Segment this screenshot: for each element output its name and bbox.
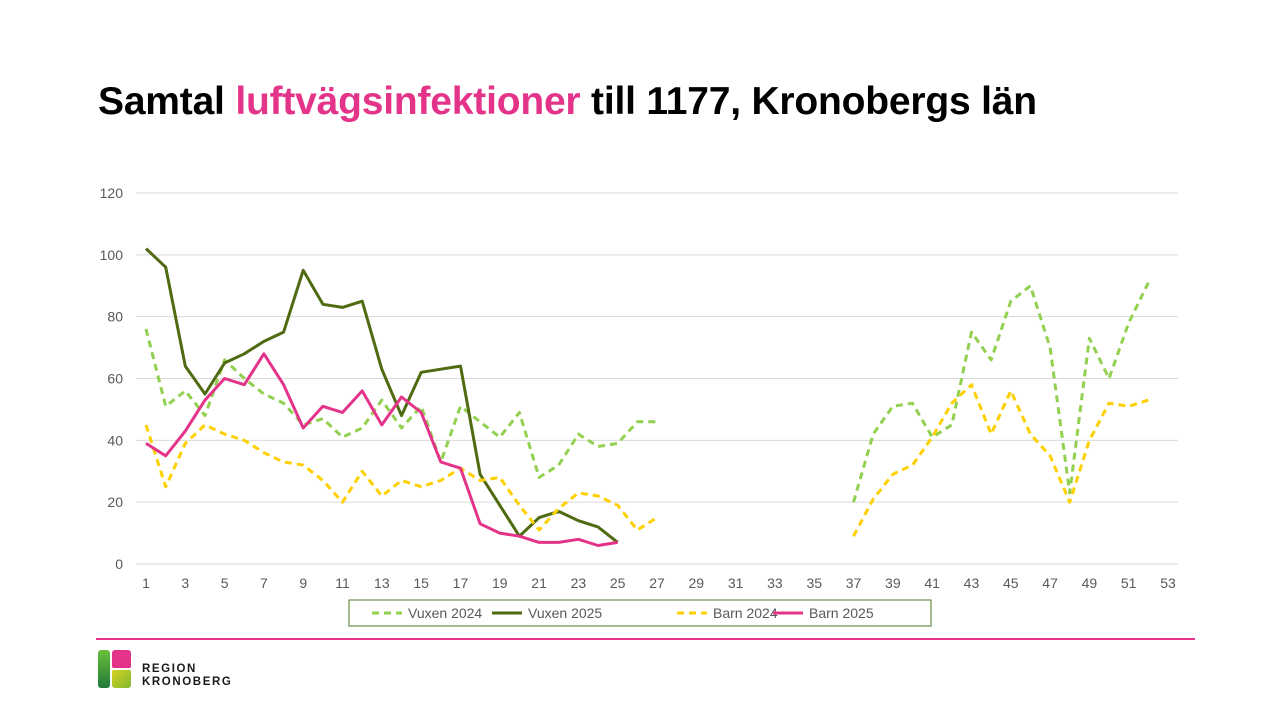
y-tick-label: 80 xyxy=(107,309,123,325)
legend-label-vuxen-2024: Vuxen 2024 xyxy=(408,605,482,621)
x-tick-label: 33 xyxy=(767,575,783,591)
x-tick-label: 39 xyxy=(885,575,901,591)
y-tick-label: 40 xyxy=(107,432,123,448)
x-tick-label: 27 xyxy=(649,575,665,591)
y-tick-label: 0 xyxy=(115,556,123,572)
x-axis-tick-labels: 1 3 5 7 9 11 13 15 17 19 21 23 25 27 29 31 33 35 37 39 41 43 4… xyxy=(142,575,1176,591)
title-part-2: till 1177, Kronobergs län xyxy=(580,80,1037,123)
logo-line-1: REGION xyxy=(142,663,197,675)
legend-box xyxy=(348,599,932,627)
x-tick-label: 21 xyxy=(531,575,547,591)
x-tick-label: 31 xyxy=(728,575,744,591)
x-tick-label: 13 xyxy=(374,575,390,591)
legend-label-vuxen-2025: Vuxen 2025 xyxy=(528,605,602,621)
x-tick-label: 29 xyxy=(689,575,705,591)
x-tick-label: 49 xyxy=(1082,575,1098,591)
y-axis-tick-labels: 0 20 40 60 80 100 120 xyxy=(100,185,124,572)
x-tick-label: 1 xyxy=(142,575,150,591)
footer-divider xyxy=(96,638,1195,640)
logo-line-2: KRONOBERG xyxy=(142,676,233,688)
x-tick-label: 23 xyxy=(571,575,587,591)
series-line-barn-2025 xyxy=(145,352,618,547)
x-tick-label: 53 xyxy=(1160,575,1176,591)
x-tick-label: 45 xyxy=(1003,575,1019,591)
series-lines xyxy=(144,247,1150,547)
region-kronoberg-logo-icon xyxy=(98,650,131,688)
x-tick-label: 51 xyxy=(1121,575,1137,591)
series-line-vuxen-2025 xyxy=(144,247,619,544)
x-tick-label: 11 xyxy=(335,575,350,591)
x-tick-label: 37 xyxy=(846,575,862,591)
x-tick-label: 47 xyxy=(1042,575,1058,591)
y-tick-label: 120 xyxy=(100,185,124,201)
grid-lines xyxy=(136,192,1178,565)
legend-label-barn-2024: Barn 2024 xyxy=(713,605,778,621)
logo-text: REGION KRONOBERG xyxy=(142,663,232,689)
series-line-barn-2024 xyxy=(144,423,658,532)
x-tick-label: 15 xyxy=(413,575,429,591)
y-tick-label: 20 xyxy=(107,494,123,510)
x-tick-label: 5 xyxy=(221,575,229,591)
x-tick-label: 35 xyxy=(806,575,822,591)
x-tick-label: 43 xyxy=(964,575,980,591)
x-tick-label: 3 xyxy=(181,575,189,591)
series-line-vuxen-2024 xyxy=(852,282,1150,503)
x-tick-label: 19 xyxy=(492,575,508,591)
legend-label-barn-2025: Barn 2025 xyxy=(809,605,874,621)
series-line-barn-2024 xyxy=(852,383,1149,537)
x-tick-label: 41 xyxy=(924,575,940,591)
title-part-1: Samtal xyxy=(98,80,236,123)
y-tick-label: 60 xyxy=(107,371,123,387)
x-tick-label: 7 xyxy=(260,575,268,591)
series-line-vuxen-2024 xyxy=(144,328,657,479)
title-highlight: luftvägsinfektioner xyxy=(235,80,581,123)
page-title: Samtal luftvägsinfektioner till 1177, Kr… xyxy=(98,80,1037,124)
x-tick-label: 9 xyxy=(299,575,307,591)
x-tick-label: 25 xyxy=(610,575,626,591)
legend: Vuxen 2024 Vuxen 2025 Barn 2024 Barn 2025 xyxy=(348,599,932,627)
y-tick-label: 100 xyxy=(100,247,124,263)
x-tick-label: 17 xyxy=(453,575,469,591)
